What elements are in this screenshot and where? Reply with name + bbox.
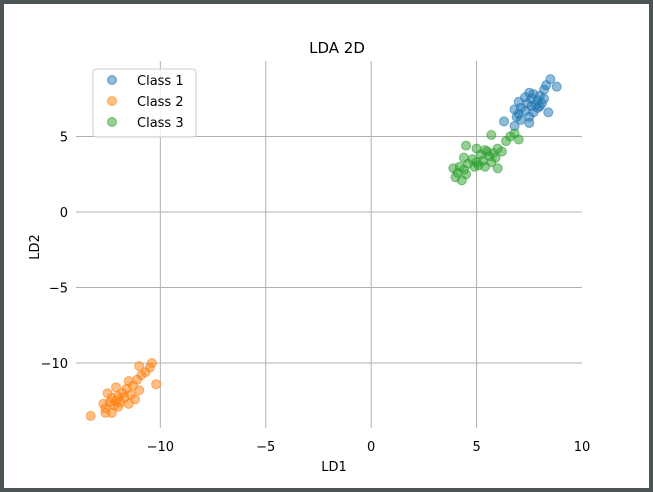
data-point	[100, 407, 111, 418]
legend-marker	[107, 75, 117, 85]
data-point	[486, 130, 497, 141]
x-tick-label: 5	[472, 440, 480, 455]
data-point	[456, 175, 467, 186]
data-point	[524, 117, 535, 128]
data-point	[551, 81, 562, 92]
y-tick-label: −5	[49, 282, 68, 297]
data-point	[134, 361, 145, 372]
x-tick-label: 0	[367, 440, 375, 455]
series-class-1	[498, 74, 562, 131]
x-tick-labels: −10 −5 0 5 10	[147, 440, 591, 455]
data-point	[85, 410, 96, 421]
y-tick-label: 0	[60, 206, 68, 221]
legend: Class 1 Class 2 Class 3	[92, 68, 197, 138]
data-point	[151, 379, 162, 390]
data-point	[488, 148, 499, 159]
data-point	[113, 401, 124, 412]
data-point	[534, 101, 545, 112]
legend-marker	[107, 117, 117, 127]
legend-label: Class 1	[137, 74, 184, 89]
x-tick-label: −10	[147, 440, 174, 455]
figure-canvas: LDA 2D −10 −5 0 5 10 5 0 −5 −10 LD1 LD2 Class 1…	[4, 4, 649, 488]
y-axis-label: LD2	[28, 234, 43, 260]
data-point	[513, 134, 524, 145]
data-point	[501, 136, 512, 147]
data-point	[123, 398, 134, 409]
data-point	[492, 163, 503, 174]
series-class-3	[448, 128, 524, 186]
data-point	[498, 116, 509, 127]
scatter-chart: LDA 2D −10 −5 0 5 10 5 0 −5 −10 LD1 LD2 Class 1…	[28, 39, 591, 475]
data-point	[469, 161, 480, 172]
data-point	[480, 145, 491, 156]
data-point	[543, 107, 554, 118]
series-class-2	[85, 358, 162, 421]
chart-title: LDA 2D	[309, 39, 365, 57]
legend-box	[92, 68, 197, 138]
data-point	[461, 140, 472, 151]
data-point	[480, 161, 491, 172]
x-tick-label: 10	[574, 440, 591, 455]
legend-label: Class 2	[137, 95, 184, 110]
data-points	[85, 74, 562, 421]
x-tick-label: −5	[256, 440, 275, 455]
data-point	[111, 382, 122, 393]
y-tick-label: −10	[41, 357, 68, 372]
legend-marker	[107, 96, 117, 106]
x-axis-label: LD1	[321, 460, 347, 475]
legend-label: Class 3	[137, 116, 184, 131]
data-point	[134, 385, 145, 396]
y-tick-labels: 5 0 −5 −10	[41, 131, 68, 373]
y-tick-label: 5	[60, 131, 68, 146]
